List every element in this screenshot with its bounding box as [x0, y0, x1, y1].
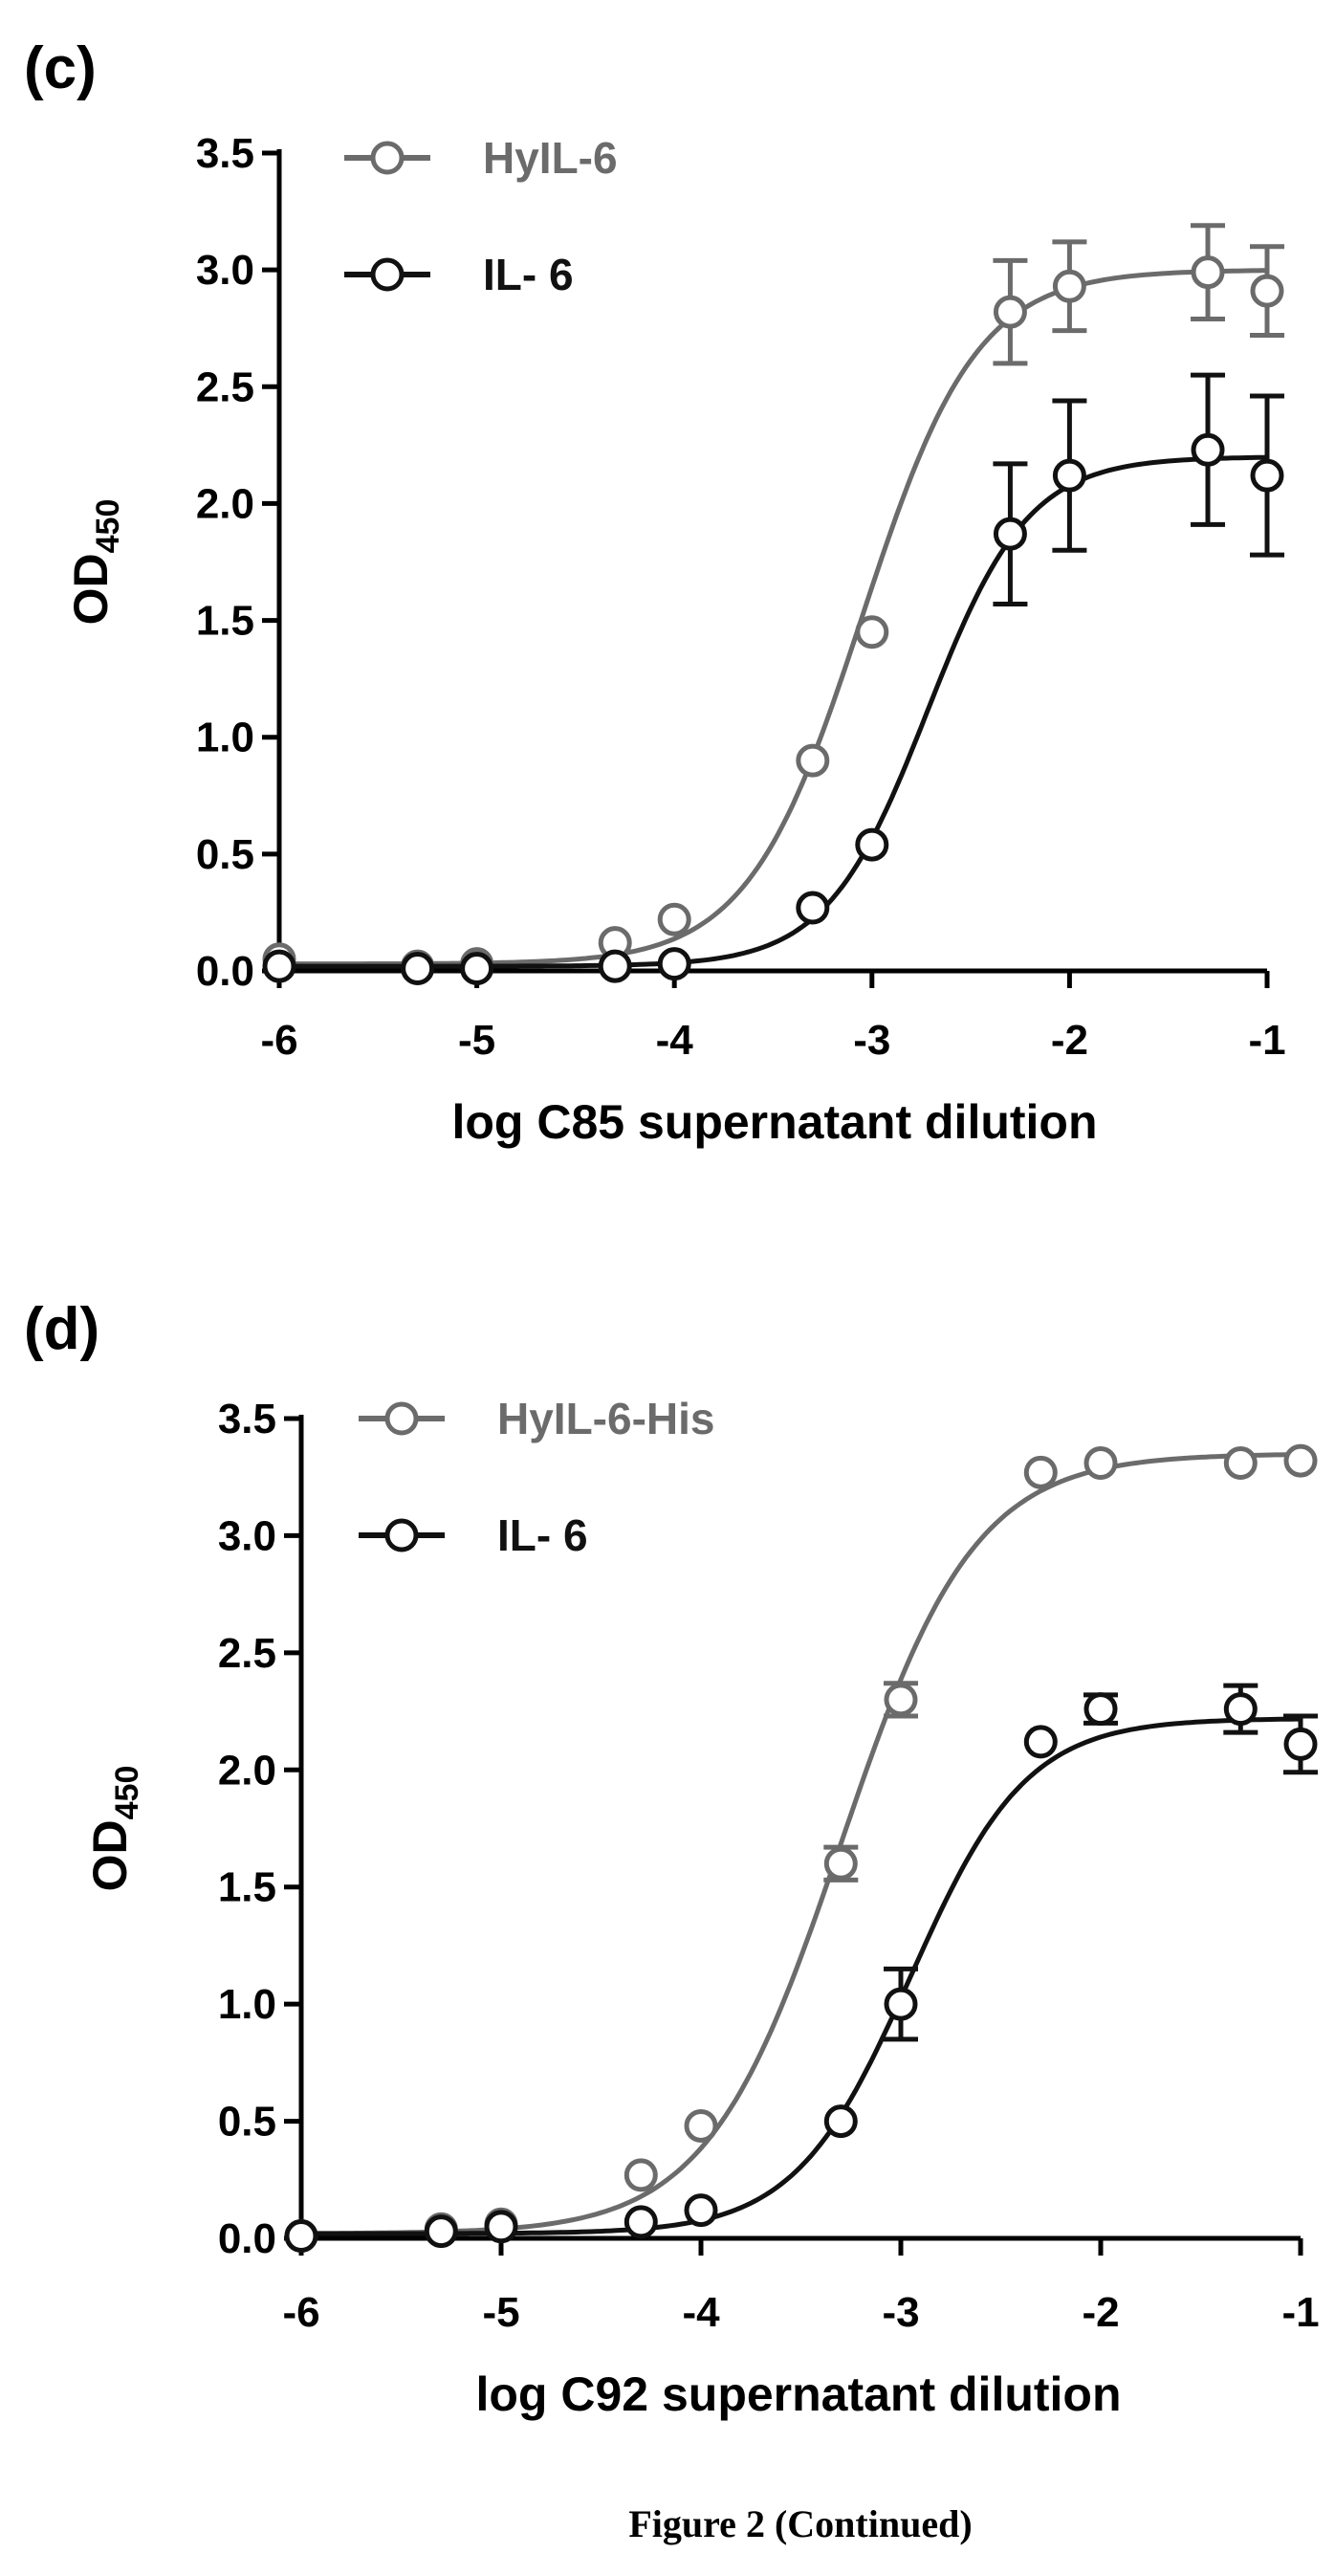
data-point — [1083, 1446, 1118, 1481]
y-axis-title-main: OD — [83, 1819, 137, 1891]
data-point — [1191, 255, 1225, 290]
data-point — [598, 949, 632, 983]
y-tick-label: 2.5 — [196, 363, 254, 410]
x-tick-label: -2 — [1051, 1017, 1088, 1064]
legend-label: IL- 6 — [497, 1510, 588, 1560]
x-tick-label: -4 — [682, 2289, 720, 2336]
data-point — [1250, 458, 1284, 493]
fit-curve-1 — [279, 454, 1268, 969]
x-tick-label: -3 — [853, 1017, 890, 1064]
legend-label: HyIL-6-His — [497, 1394, 714, 1443]
y-tick-label: 3.5 — [196, 130, 254, 177]
data-point — [684, 2108, 718, 2143]
data-point — [401, 952, 435, 986]
data-point — [1191, 432, 1225, 467]
legend-marker — [384, 1401, 419, 1436]
data-point — [993, 517, 1027, 551]
x-tick-label: -4 — [656, 1017, 694, 1064]
legend-marker — [384, 1518, 419, 1552]
legend-item: HyIL-6-His — [359, 1394, 714, 1443]
fit-curve-1 — [301, 1716, 1301, 2236]
x-tick-label: -2 — [1082, 2289, 1119, 2336]
x-tick-label: -3 — [882, 2289, 919, 2336]
y-tick-label: 1.0 — [218, 1981, 276, 2028]
y-axis-title: OD450 — [64, 499, 126, 626]
y-axis-title-subscript: 450 — [109, 1766, 145, 1820]
y-axis-title-main: OD — [64, 553, 118, 625]
data-point — [823, 1846, 858, 1881]
data-point — [823, 2104, 858, 2139]
data-point — [1283, 1727, 1318, 1761]
y-tick-label: 3.0 — [196, 247, 254, 294]
data-point — [1023, 1455, 1058, 1489]
data-point — [624, 2205, 658, 2239]
data-point — [1052, 458, 1086, 493]
y-axis-title: OD450 — [83, 1766, 145, 1892]
data-point — [484, 2210, 518, 2244]
legend-item: IL- 6 — [359, 1510, 588, 1560]
legend-item: HyIL-6 — [344, 133, 618, 183]
legend-label: IL- 6 — [483, 250, 574, 299]
x-tick-label: -6 — [260, 1017, 297, 1064]
data-point — [1250, 274, 1284, 308]
chart-panel-d: (d) 0.0 0.5 1.0 1.5 2.0 2.5 3.0 3.5 -6 -5 -4 -3 -2 -1 l… — [24, 1296, 1320, 2421]
figure-caption: Figure 2 (Continued) — [628, 2502, 972, 2545]
data-point — [424, 2214, 458, 2249]
x-tick-label: -1 — [1281, 2289, 1319, 2336]
x-axis-title: log C92 supernatant dilution — [475, 2367, 1121, 2421]
data-point — [884, 1683, 918, 1717]
x-tick-label: -1 — [1248, 1017, 1285, 1064]
data-point — [657, 902, 691, 936]
data-point — [1052, 269, 1086, 303]
data-point — [1283, 1443, 1318, 1478]
y-tick-label: 2.0 — [196, 480, 254, 527]
y-tick-label: 0.0 — [218, 2215, 276, 2262]
y-tick-label: 3.5 — [218, 1396, 276, 1442]
data-point — [624, 2158, 658, 2192]
x-tick-label: -5 — [482, 2289, 519, 2336]
y-tick-label: 2.5 — [218, 1630, 276, 1677]
y-axis-title-subscript: 450 — [90, 499, 126, 554]
data-point — [796, 743, 830, 778]
data-point — [884, 1987, 918, 2021]
chart-panel-c: (c) 0.0 0.5 1.0 1.5 2.0 2.5 3.0 3.5 -6 -5 -4 -3 -2 -1 l… — [24, 35, 1286, 1149]
data-point — [657, 947, 691, 981]
y-tick-label: 0.5 — [196, 831, 254, 878]
y-tick-label: 3.0 — [218, 1512, 276, 1559]
fit-curve-0 — [279, 268, 1267, 967]
data-point — [796, 891, 830, 925]
legend-item: IL- 6 — [344, 250, 574, 299]
y-tick-label: 2.0 — [218, 1747, 276, 1794]
x-tick-label: -5 — [458, 1017, 495, 1064]
y-tick-label: 0.5 — [218, 2099, 276, 2146]
data-point — [855, 615, 889, 650]
legend-label: HyIL-6 — [483, 133, 618, 183]
data-point — [460, 952, 494, 986]
data-point — [1023, 1725, 1058, 1759]
legend-marker — [370, 141, 405, 175]
data-point — [684, 2193, 718, 2228]
y-tick-label: 1.5 — [196, 598, 254, 645]
panel-label: (d) — [24, 1296, 99, 1362]
fit-curve-0 — [300, 1452, 1301, 2236]
data-point — [993, 295, 1027, 329]
data-point — [1223, 1446, 1258, 1481]
data-point — [284, 2219, 318, 2254]
panel-label: (c) — [24, 35, 97, 101]
data-point — [855, 827, 889, 862]
x-tick-label: -6 — [282, 2289, 319, 2336]
y-tick-label: 1.0 — [196, 715, 254, 761]
y-tick-label: 1.5 — [218, 1864, 276, 1911]
legend-marker — [370, 257, 405, 292]
y-tick-label: 0.0 — [196, 948, 254, 995]
x-axis-title: log C85 supernatant dilution — [451, 1095, 1097, 1149]
data-point — [1223, 1692, 1258, 1727]
data-point — [262, 949, 296, 983]
data-point — [1083, 1692, 1118, 1727]
